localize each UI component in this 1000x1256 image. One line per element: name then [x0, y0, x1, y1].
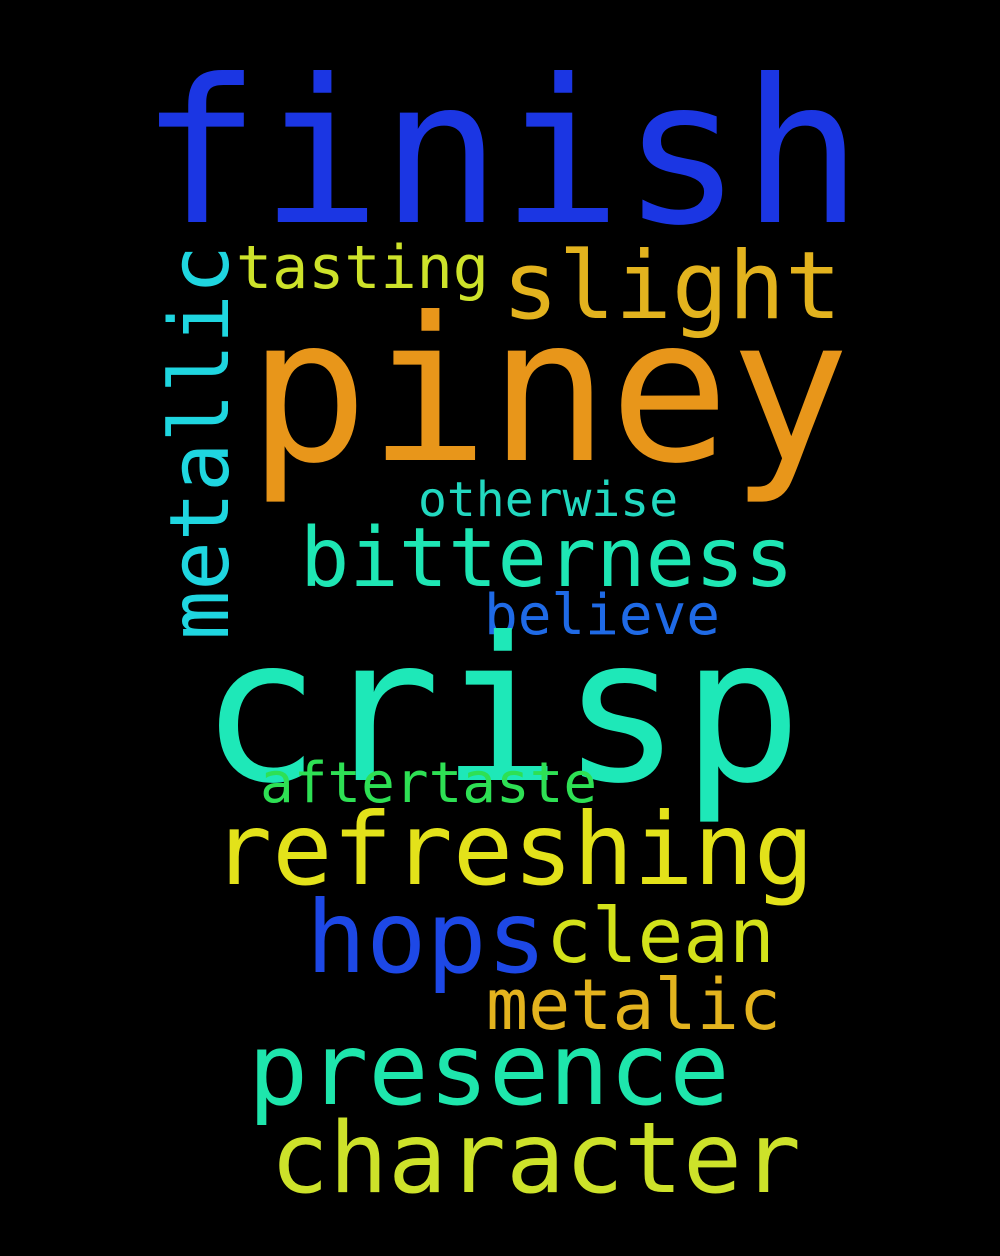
word-refreshing: refreshing — [212, 791, 815, 908]
word-crisp: crisp — [200, 595, 803, 828]
word-character: character — [270, 1102, 802, 1216]
word-presence: presence — [248, 1011, 730, 1128]
word-metallic: metallic — [153, 245, 248, 640]
word-bitterness: bitterness — [300, 511, 794, 606]
word-clean: clean — [546, 891, 775, 980]
word-aftertaste: aftertaste — [260, 751, 598, 816]
word-believe: believe — [484, 583, 721, 648]
word-finish: finish — [140, 37, 863, 270]
word-slight: slight — [502, 232, 842, 341]
word-hops: hops — [306, 879, 547, 996]
word-tasting: tasting — [236, 233, 489, 303]
word-piney: piney — [248, 275, 851, 508]
word-otherwise: otherwise — [418, 472, 679, 528]
word-metalic: metalic — [486, 964, 782, 1046]
